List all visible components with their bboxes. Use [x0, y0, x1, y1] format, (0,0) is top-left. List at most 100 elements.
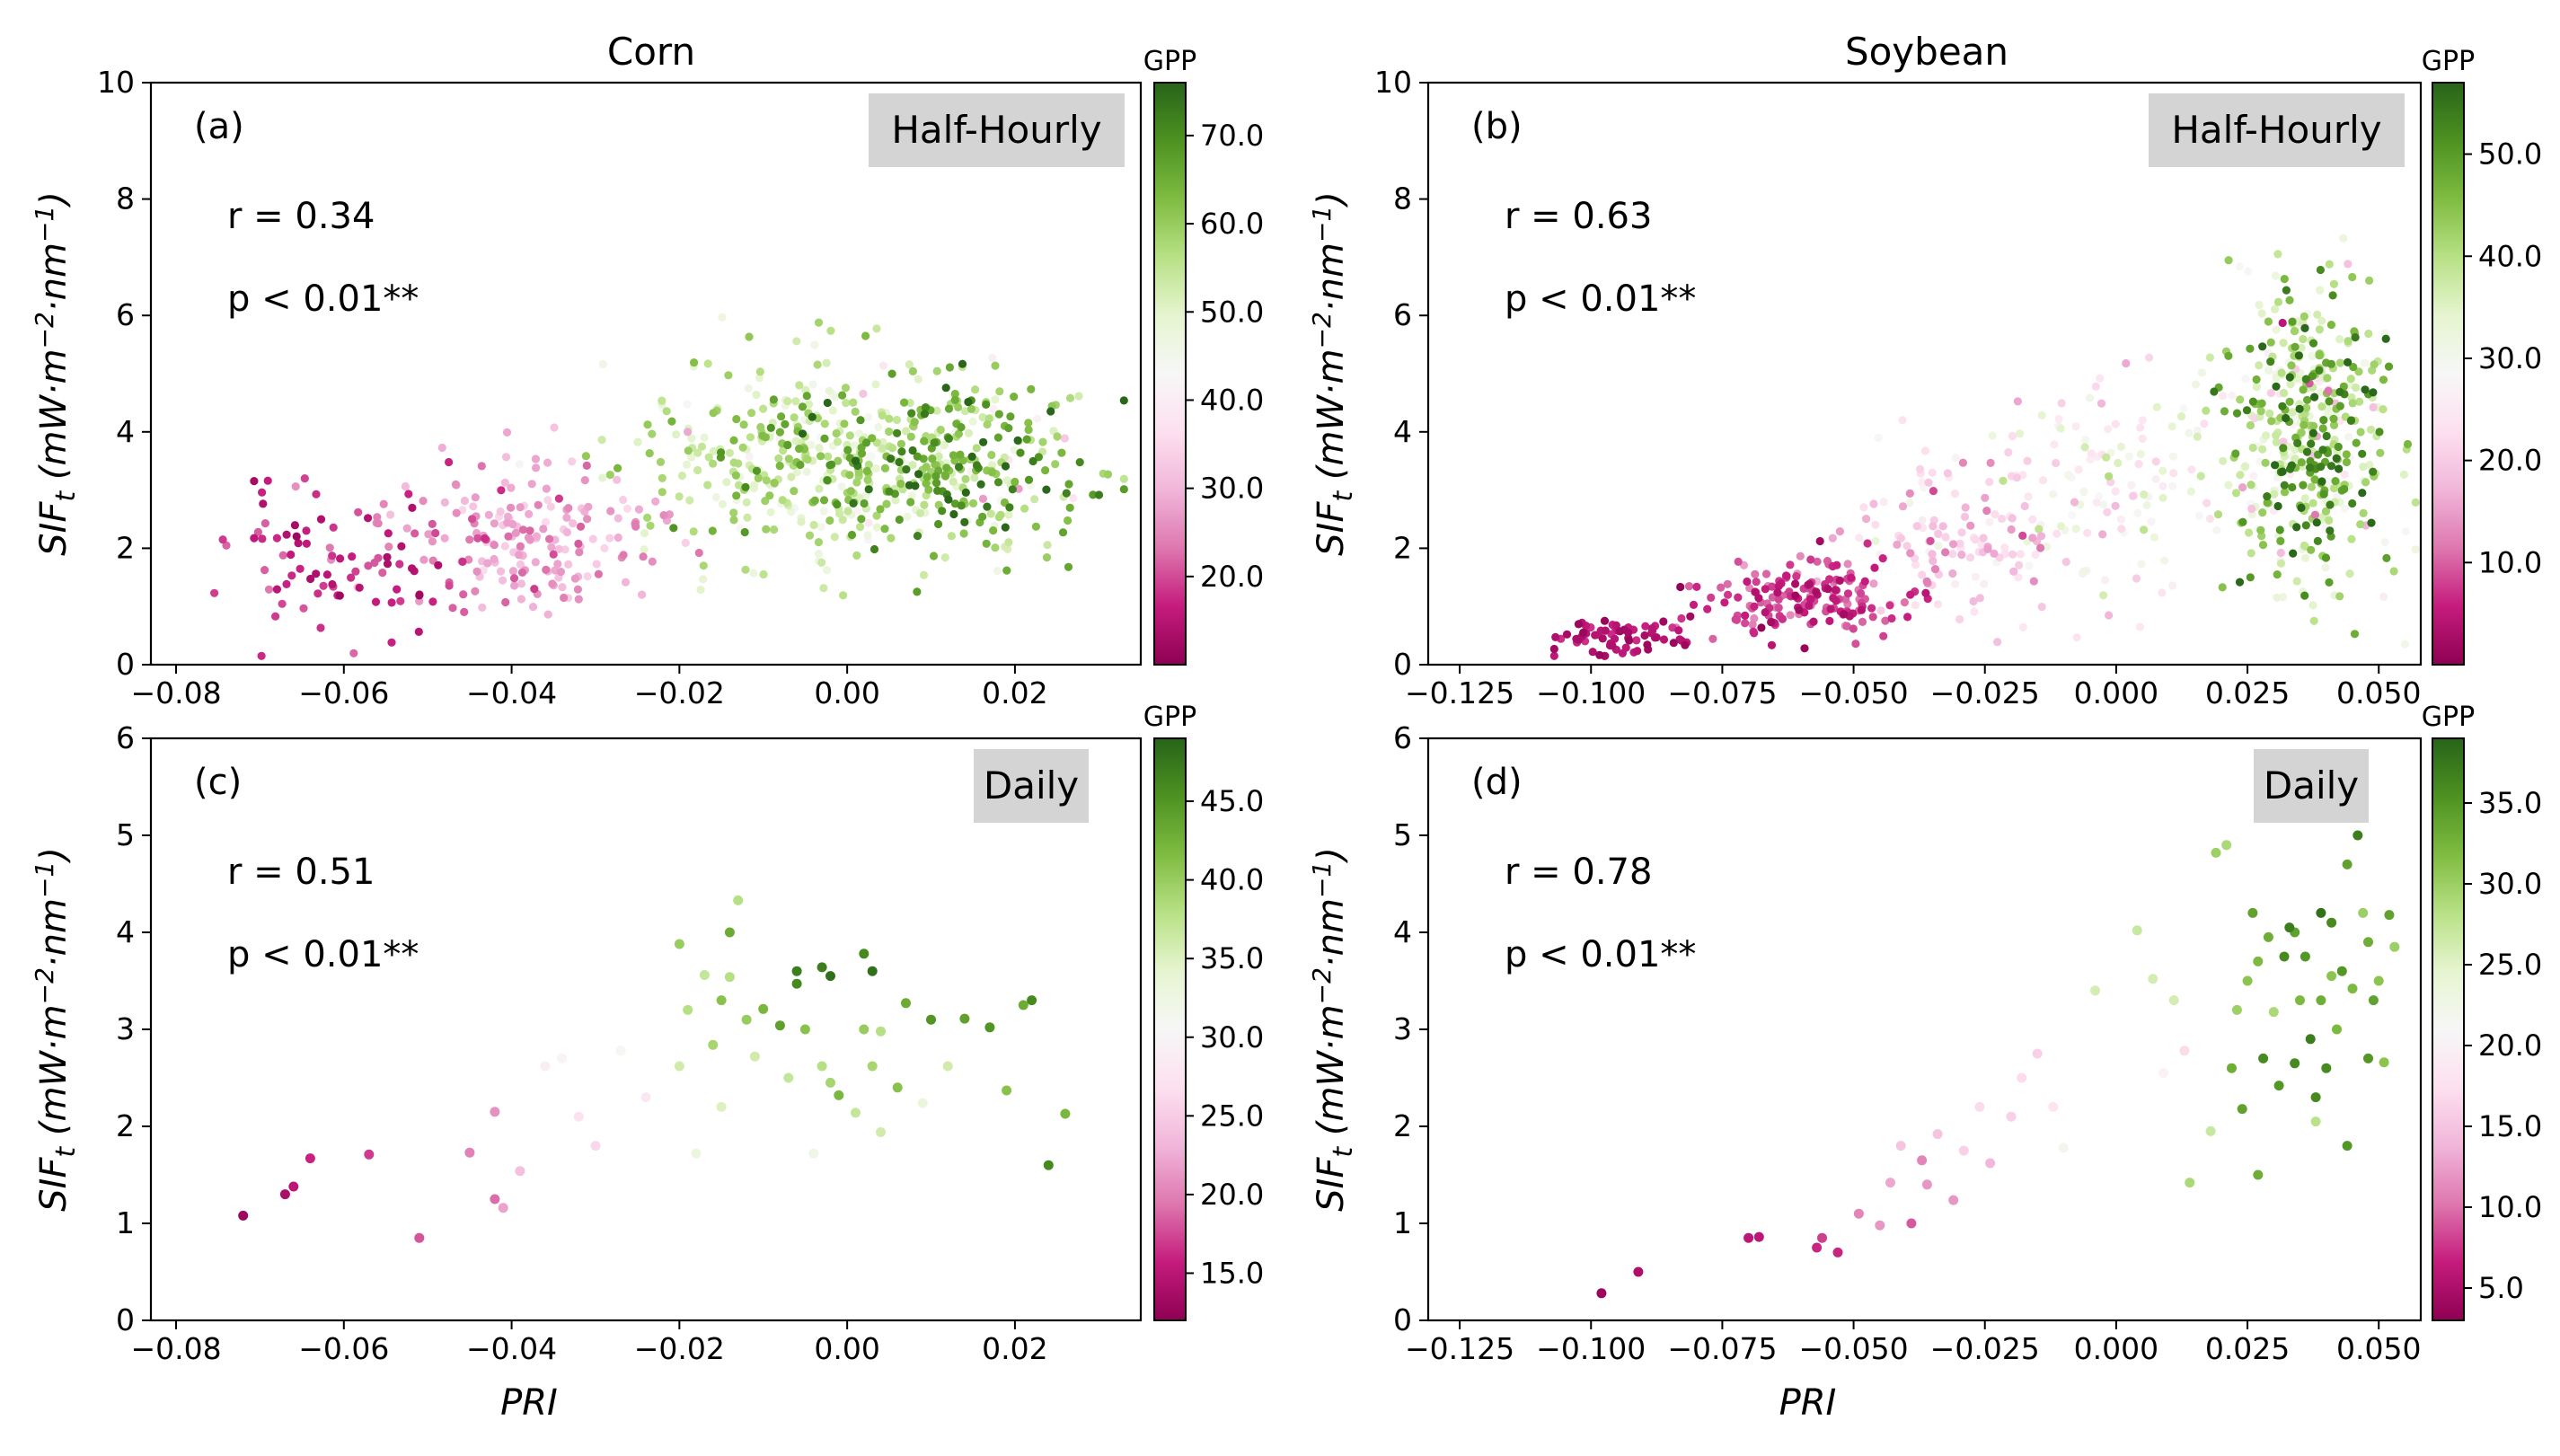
- data-point: [2013, 397, 2022, 406]
- data-point: [2335, 464, 2344, 473]
- data-point: [410, 529, 419, 538]
- data-point: [2056, 522, 2066, 531]
- data-point: [917, 1098, 928, 1108]
- data-point: [1743, 1232, 1754, 1243]
- data-point: [766, 423, 775, 432]
- data-point: [1840, 610, 1849, 619]
- data-point: [2272, 325, 2281, 334]
- data-point: [2382, 553, 2391, 563]
- colorbar-tick-label: 25.0: [2478, 948, 2542, 982]
- y-axis-label: SIFt (mW·m−2·nm−1): [1307, 191, 1359, 556]
- data-point: [445, 457, 454, 467]
- data-point: [1859, 503, 1868, 512]
- data-point: [709, 459, 718, 468]
- data-point: [2237, 1104, 2247, 1115]
- data-point: [2116, 442, 2126, 451]
- data-point: [2168, 481, 2177, 490]
- data-point: [1103, 470, 1113, 479]
- data-point: [605, 471, 614, 480]
- data-point: [2083, 528, 2092, 537]
- data-point: [259, 499, 268, 508]
- data-point: [2202, 406, 2211, 415]
- data-point: [861, 331, 870, 340]
- data-point: [1562, 630, 1572, 639]
- data-point: [1809, 617, 1818, 626]
- colorbar-tick-label: 15.0: [2478, 1109, 2542, 1143]
- data-point: [808, 380, 817, 389]
- data-point: [2316, 995, 2326, 1006]
- data-point: [838, 391, 847, 400]
- colorbar: [2432, 82, 2465, 666]
- data-point: [2248, 443, 2257, 453]
- data-point: [2227, 1063, 2237, 1073]
- data-point: [2205, 353, 2214, 362]
- data-point: [825, 386, 834, 395]
- x-tick-label: −0.04: [466, 1331, 557, 1366]
- data-point: [484, 510, 493, 519]
- data-point: [808, 412, 817, 421]
- data-point: [516, 560, 525, 569]
- data-point: [1641, 622, 1650, 631]
- data-point: [503, 512, 513, 521]
- data-point: [1813, 557, 1822, 566]
- data-point: [716, 1101, 727, 1112]
- data-point: [903, 512, 912, 521]
- data-point: [2136, 450, 2145, 459]
- data-point: [2312, 518, 2321, 527]
- data-point: [755, 367, 764, 376]
- data-point: [733, 895, 744, 905]
- data-point: [1832, 1247, 1843, 1257]
- data-point: [532, 532, 542, 541]
- data-point: [2326, 462, 2336, 471]
- data-point: [872, 324, 881, 333]
- data-point: [2043, 543, 2052, 552]
- data-point: [914, 375, 922, 384]
- data-point: [328, 579, 337, 589]
- plot-frame: [149, 81, 1143, 666]
- data-point: [458, 557, 467, 567]
- data-point: [2348, 399, 2357, 408]
- data-point: [573, 585, 583, 594]
- data-point: [2306, 463, 2315, 472]
- x-tick-label: −0.050: [1799, 1331, 1909, 1366]
- data-point: [640, 529, 649, 538]
- data-point: [531, 558, 540, 567]
- data-point: [1853, 1208, 1864, 1219]
- data-point: [983, 502, 992, 511]
- data-point: [2273, 250, 2282, 259]
- data-point: [920, 410, 929, 419]
- data-point: [2307, 545, 2316, 554]
- scatter-points: [210, 313, 1128, 660]
- data-point: [852, 506, 861, 515]
- data-point: [1893, 540, 1902, 550]
- data-point: [922, 463, 931, 472]
- data-point: [1692, 582, 1701, 592]
- data-point: [2099, 500, 2108, 509]
- data-point: [874, 422, 883, 432]
- data-point: [1958, 458, 1967, 467]
- data-point: [1734, 557, 1743, 567]
- data-point: [825, 516, 834, 525]
- data-point: [755, 374, 764, 383]
- data-point: [857, 515, 866, 524]
- data-point: [717, 448, 726, 457]
- data-point: [2354, 367, 2363, 376]
- data-point: [882, 499, 891, 508]
- data-point: [312, 569, 321, 578]
- data-point: [656, 457, 666, 466]
- data-point: [1033, 414, 1042, 423]
- data-point: [477, 462, 486, 471]
- data-point: [1754, 594, 1763, 603]
- data-point: [2310, 1116, 2321, 1127]
- data-point: [1971, 535, 1980, 544]
- data-point: [1064, 480, 1073, 489]
- data-point: [258, 488, 267, 497]
- data-point: [970, 473, 979, 482]
- data-point: [2145, 353, 2154, 362]
- data-point: [2345, 569, 2354, 578]
- data-point: [1002, 1085, 1012, 1096]
- data-point: [2031, 550, 2040, 560]
- data-point: [863, 475, 872, 484]
- x-tick-label: −0.025: [1930, 1331, 2040, 1366]
